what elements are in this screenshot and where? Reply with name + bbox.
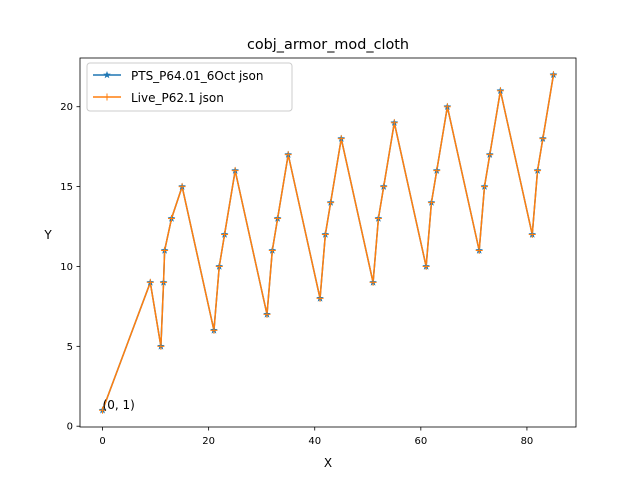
data-point-series-2 (284, 151, 292, 159)
data-point-series-2 (157, 342, 165, 350)
x-tick-label: 0 (99, 436, 105, 447)
y-tick-label: 15 (60, 182, 73, 193)
data-point-series-2 (168, 215, 176, 223)
data-point-series-2 (99, 406, 107, 414)
data-point-series-2 (160, 278, 168, 286)
y-tick-label: 0 (67, 422, 73, 433)
data-point-series-2 (480, 183, 488, 191)
data-point-series-2 (443, 103, 451, 111)
data-point-series-2 (534, 167, 542, 175)
legend-marker-series-2 (103, 93, 111, 101)
legend-marker-series-1 (103, 71, 111, 79)
data-point-series-2 (321, 231, 329, 239)
data-point-series-2 (146, 278, 154, 286)
legend-label-series-2: Live_P62.1 json (131, 91, 224, 105)
data-point-series-2 (178, 183, 186, 191)
chart-title: cobj_armor_mod_cloth (247, 37, 409, 53)
data-point-series-2 (528, 231, 536, 239)
data-point-series-2 (263, 310, 271, 318)
data-point-series-2 (374, 215, 382, 223)
data-point-series-2 (539, 135, 547, 143)
y-tick-label: 5 (67, 342, 73, 353)
data-point-series-2 (161, 246, 169, 254)
data-point-series-2 (486, 151, 494, 159)
x-tick-label: 40 (308, 436, 321, 447)
data-point-series-2 (380, 183, 388, 191)
data-point-series-2 (422, 262, 430, 270)
x-axis-label: X (324, 456, 332, 470)
point-annotation: (0, 1) (103, 398, 135, 412)
x-tick-label: 60 (414, 436, 427, 447)
y-axis-label: Y (43, 228, 52, 242)
data-point-series-2 (327, 199, 335, 207)
legend-box (86, 62, 293, 112)
data-point-series-2 (549, 71, 557, 79)
data-point-series-2 (221, 231, 229, 239)
y-tick-label: 10 (60, 262, 73, 273)
data-point-series-2 (390, 119, 398, 127)
data-point-series-2 (496, 87, 504, 95)
data-point-series-2 (268, 246, 276, 254)
x-tick-label: 80 (521, 436, 534, 447)
data-point-series-2 (433, 167, 441, 175)
plot-area: 0 20 40 60 80 0 5 10 15 20 (0, 1) (60, 57, 577, 447)
data-point-series-2 (427, 199, 435, 207)
axes-frame (79, 57, 577, 428)
legend: PTS_P64.01_6Oct json Live_P62.1 json (86, 62, 293, 112)
data-point-series-2 (210, 326, 218, 334)
legend-label-series-1: PTS_P64.01_6Oct json (131, 69, 264, 83)
data-point-series-2 (215, 262, 223, 270)
data-point-series-2 (475, 246, 483, 254)
x-tick-label: 20 (202, 436, 215, 447)
data-point-series-2 (316, 294, 324, 302)
data-point-series-2 (369, 278, 377, 286)
data-point-series-2 (231, 167, 239, 175)
y-tick-label: 20 (60, 102, 73, 113)
data-point-series-2 (274, 215, 282, 223)
data-point-series-2 (337, 135, 345, 143)
